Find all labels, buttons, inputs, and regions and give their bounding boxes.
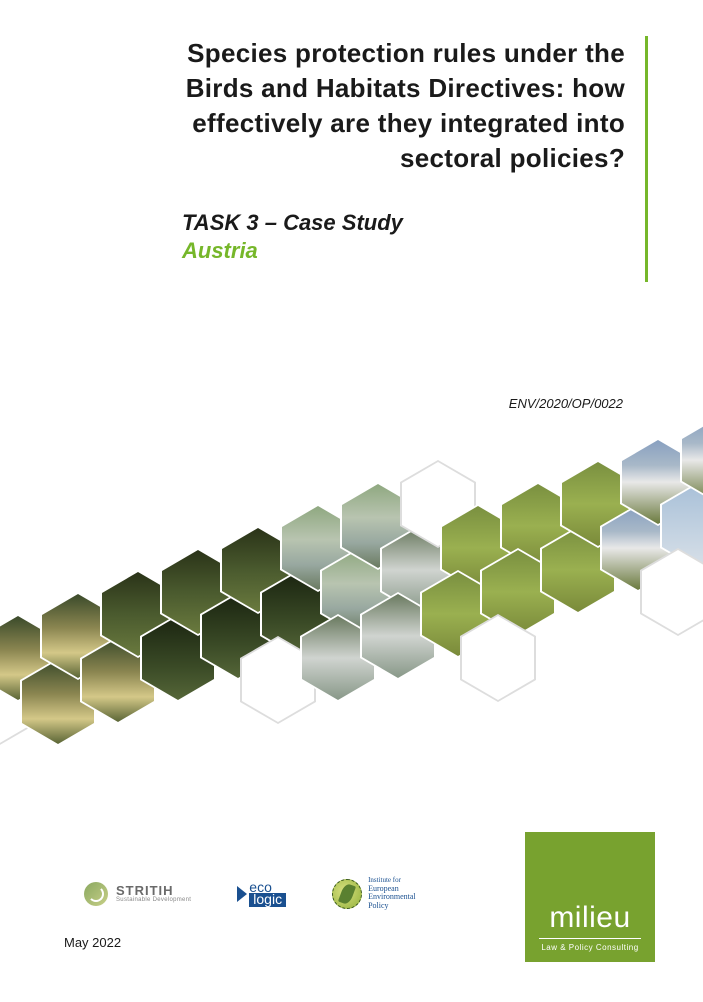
publication-date: May 2022 bbox=[64, 935, 121, 950]
stritih-icon bbox=[84, 882, 108, 906]
milieu-tagline: Law & Policy Consulting bbox=[541, 943, 638, 952]
ecologic-logo: eco logic bbox=[237, 881, 286, 907]
ieep-logo: Institute for European Environmental Pol… bbox=[332, 877, 416, 910]
document-title: Species protection rules under the Birds… bbox=[138, 36, 625, 176]
milieu-divider bbox=[539, 938, 641, 939]
ieep-leaf-icon bbox=[332, 879, 362, 909]
task-label: TASK 3 – Case Study bbox=[182, 210, 625, 236]
hexagon-image-band bbox=[0, 486, 703, 786]
ieep-line4: Policy bbox=[368, 902, 416, 910]
ecologic-arrow-icon bbox=[237, 886, 247, 902]
reference-number: ENV/2020/OP/0022 bbox=[509, 396, 623, 411]
stritih-tagline: Sustainable Development bbox=[116, 897, 191, 903]
subtitle-block: TASK 3 – Case Study Austria bbox=[138, 210, 625, 264]
milieu-logo: milieu Law & Policy Consulting bbox=[525, 832, 655, 962]
stritih-logo: STRITIH Sustainable Development bbox=[84, 882, 191, 906]
ecologic-bottom: logic bbox=[249, 893, 286, 907]
header-block: Species protection rules under the Birds… bbox=[138, 36, 648, 282]
milieu-name: milieu bbox=[549, 903, 630, 933]
stritih-name: STRITIH bbox=[116, 884, 191, 897]
country-label: Austria bbox=[182, 238, 625, 264]
partner-logos-row: STRITIH Sustainable Development eco logi… bbox=[84, 877, 434, 910]
